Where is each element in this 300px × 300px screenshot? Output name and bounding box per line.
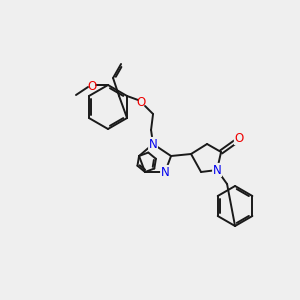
Text: O: O: [87, 80, 97, 92]
Text: O: O: [136, 95, 146, 109]
Text: N: N: [149, 137, 158, 151]
Text: N: N: [161, 166, 170, 178]
Text: N: N: [213, 164, 221, 176]
Text: O: O: [234, 131, 244, 145]
